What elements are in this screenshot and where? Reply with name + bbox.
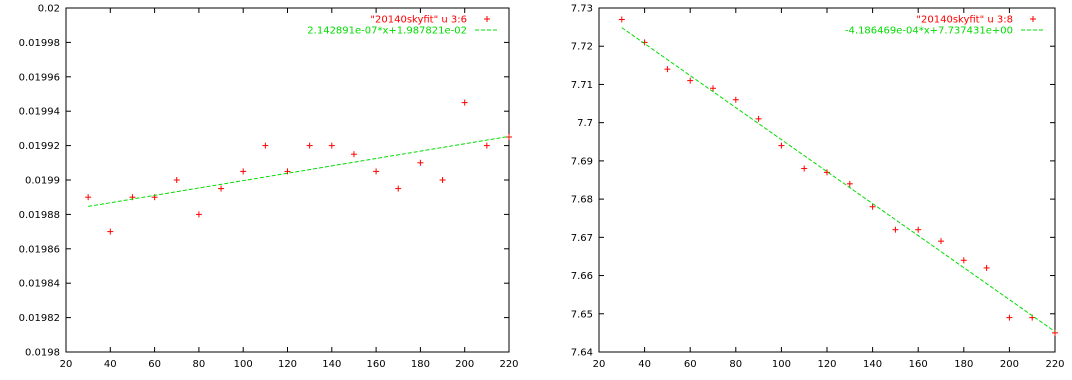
left-data-point <box>506 134 512 140</box>
left-data-point <box>483 142 490 149</box>
right-data-point <box>755 115 762 122</box>
left-x-tick-label: 120 <box>278 359 297 370</box>
right-y-tick-label: 7.67 <box>571 233 593 244</box>
left-y-tick-label: 0.0198 <box>25 348 60 359</box>
right-x-tick-label: 60 <box>684 359 697 370</box>
right-y-tick-label: 7.7 <box>577 118 593 129</box>
left-x-tick-label: 60 <box>148 359 161 370</box>
right-data-point <box>983 264 990 271</box>
right-data-point <box>732 96 739 103</box>
right-y-tick-label: 7.72 <box>571 42 593 53</box>
left-legend-sample-marker <box>484 16 490 22</box>
left-data-point <box>240 168 247 175</box>
left-y-tick-label: 0.01986 <box>19 244 60 255</box>
left-data-point <box>350 151 357 158</box>
right-x-tick-label: 140 <box>863 359 882 370</box>
right-data-point <box>1052 329 1058 336</box>
right-legend-label: "20140skyfit" u 3:8 <box>916 15 1013 26</box>
left-x-tick-label: 20 <box>60 359 73 370</box>
left-data-point <box>262 142 269 149</box>
right-y-tick-label: 7.68 <box>571 195 593 206</box>
right-data-point <box>824 169 830 176</box>
right-data-point <box>710 85 716 92</box>
right-data-point <box>846 180 853 187</box>
right-chart-panel: 20 40 60 80 100 120 140 160 180 200 220 7.64 7.65 7.6… <box>536 0 1072 376</box>
left-y-tick-label: 0.01992 <box>19 141 60 152</box>
right-data-point <box>960 257 967 264</box>
left-data-point <box>173 177 180 183</box>
right-x-tick-label: 20 <box>593 359 606 370</box>
right-data-point <box>778 142 785 149</box>
right-x-tick-label: 120 <box>817 359 836 370</box>
left-legend-label: 2.142891e-07*x+1.987821e-02 <box>307 26 467 37</box>
right-y-tick-label: 7.71 <box>571 80 593 91</box>
right-x-tick-label: 180 <box>954 359 973 370</box>
right-chart: 20 40 60 80 100 120 140 160 180 200 220 7.64 7.65 7.6… <box>571 4 1065 371</box>
right-x-tick-label: 40 <box>638 359 651 370</box>
left-chart: 20 40 60 80 100 120 140 160 180 200 220 0.0198 0.019… <box>19 4 519 371</box>
left-data-point <box>284 168 291 175</box>
left-y-tick-label: 0.02 <box>38 4 60 15</box>
right-data-point <box>801 165 808 172</box>
left-data-point <box>85 194 92 201</box>
right-x-tick-label: 160 <box>909 359 928 370</box>
left-legend-label: "20140skyfit" u 3:6 <box>370 15 467 26</box>
left-data-point <box>328 142 335 149</box>
right-data-point <box>618 16 625 23</box>
left-x-tick-label: 200 <box>455 359 474 370</box>
right-x-tick-label: 220 <box>1045 359 1064 370</box>
left-x-tick-label: 140 <box>322 359 341 370</box>
right-y-tick-label: 7.73 <box>571 4 593 15</box>
right-y-tick-label: 7.69 <box>571 156 593 167</box>
right-legend-sample-marker <box>1030 16 1036 22</box>
right-y-tick-label: 7.66 <box>571 271 593 282</box>
left-data-point <box>195 211 202 218</box>
left-chart-panel: 20 40 60 80 100 120 140 160 180 200 220 0.0198 0.019… <box>0 0 536 376</box>
left-x-tick-label: 100 <box>234 359 253 370</box>
left-y-tick-label: 0.0199 <box>25 176 60 187</box>
left-y-tick-label: 0.01996 <box>19 72 60 83</box>
left-data-point <box>373 168 380 175</box>
left-x-tick-label: 180 <box>411 359 430 370</box>
right-y-tick-label: 7.65 <box>571 309 593 320</box>
right-data-point <box>869 203 876 210</box>
right-data-point <box>915 226 922 233</box>
left-x-tick-label: 220 <box>499 359 518 370</box>
right-fit-line <box>621 27 1056 333</box>
left-y-tick-label: 0.01994 <box>19 107 60 118</box>
right-y-tick-label: 7.64 <box>571 348 593 359</box>
left-data-point <box>439 177 446 183</box>
left-y-tick-label: 0.01988 <box>19 210 60 221</box>
left-x-tick-label: 80 <box>193 359 206 370</box>
left-data-point <box>417 159 424 166</box>
left-data-point <box>306 142 313 149</box>
left-x-tick-label: 40 <box>104 359 117 370</box>
right-data-point <box>664 66 671 73</box>
left-y-tick-label: 0.01982 <box>19 313 60 324</box>
right-x-tick-label: 100 <box>772 359 791 370</box>
left-y-tick-label: 0.01998 <box>19 38 60 49</box>
right-legend-label: -4.186469e-04*x+7.737431e+00 <box>845 26 1013 37</box>
left-data-point <box>395 185 402 192</box>
right-x-tick-label: 80 <box>729 359 742 370</box>
right-data-point <box>892 226 899 233</box>
left-data-point <box>107 228 114 235</box>
left-data-point <box>218 185 225 192</box>
left-y-tick-label: 0.01984 <box>19 279 60 290</box>
left-fit-line <box>88 135 510 207</box>
right-data-point <box>1006 314 1013 321</box>
left-data-point <box>461 99 468 106</box>
right-data-point <box>687 77 694 84</box>
left-x-tick-label: 160 <box>367 359 386 370</box>
right-x-tick-label: 200 <box>1000 359 1019 370</box>
right-data-point <box>938 238 944 245</box>
